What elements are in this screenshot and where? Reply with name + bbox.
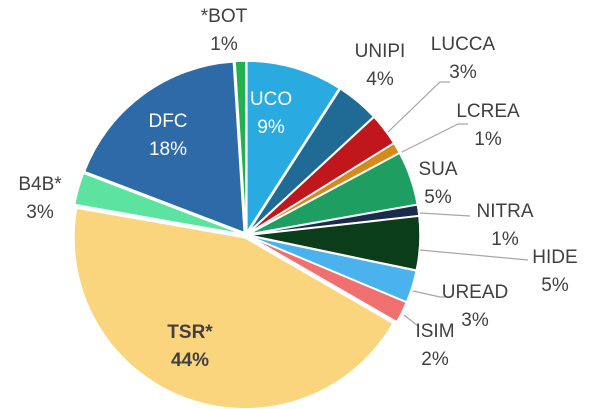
slice-value-label: 1% xyxy=(491,229,519,250)
leader-line xyxy=(419,212,471,217)
slice-label: SUA xyxy=(418,159,457,180)
slice-value-label: 18% xyxy=(149,139,187,160)
slice xyxy=(73,207,395,409)
slice-label: NITRA xyxy=(477,201,534,222)
slice-value-label: 4% xyxy=(366,69,394,90)
slice-label: ISIM xyxy=(415,321,454,342)
slice xyxy=(73,172,244,235)
slice-value-label: 9% xyxy=(257,117,285,138)
leader-line xyxy=(419,249,529,261)
slice-label: *BOT xyxy=(201,6,248,27)
slice-label: UNIPI xyxy=(355,41,406,62)
slice-value-label: 2% xyxy=(421,349,449,370)
slice-label: HIDE xyxy=(532,247,577,268)
leader-lines xyxy=(387,81,529,327)
slice-value-label: 1% xyxy=(474,129,502,150)
slice-label: DFC xyxy=(148,111,187,132)
slice-label: UCO xyxy=(250,89,292,110)
slice xyxy=(248,235,408,323)
slice xyxy=(234,60,247,233)
leader-line xyxy=(403,314,419,327)
slice-label: LUCCA xyxy=(431,34,496,55)
slice xyxy=(83,61,246,234)
slice-value-label: 5% xyxy=(541,275,569,296)
pie xyxy=(73,60,421,409)
labels: UCO 9% UNIPI 4% LUCCA 3% LCREA 1% SUA 5% NITRA 1% HI… xyxy=(18,6,577,371)
slice-value-label: 5% xyxy=(424,187,452,208)
slice-label: TSR* xyxy=(167,322,213,343)
leader-line xyxy=(412,290,450,298)
leader-line xyxy=(401,123,468,153)
slice-value-label: 44% xyxy=(171,350,209,371)
slice-value-label: 3% xyxy=(449,62,477,83)
slice-value-label: 3% xyxy=(26,202,54,223)
leader-line xyxy=(387,81,450,133)
slice-value-label: 1% xyxy=(210,34,238,55)
slice-value-label: 3% xyxy=(461,310,489,331)
slice-label: LCREA xyxy=(456,101,520,122)
slice xyxy=(248,215,421,272)
slice-label: B4B* xyxy=(18,174,62,195)
slice-label: UREAD xyxy=(442,282,509,303)
slice xyxy=(246,60,341,235)
